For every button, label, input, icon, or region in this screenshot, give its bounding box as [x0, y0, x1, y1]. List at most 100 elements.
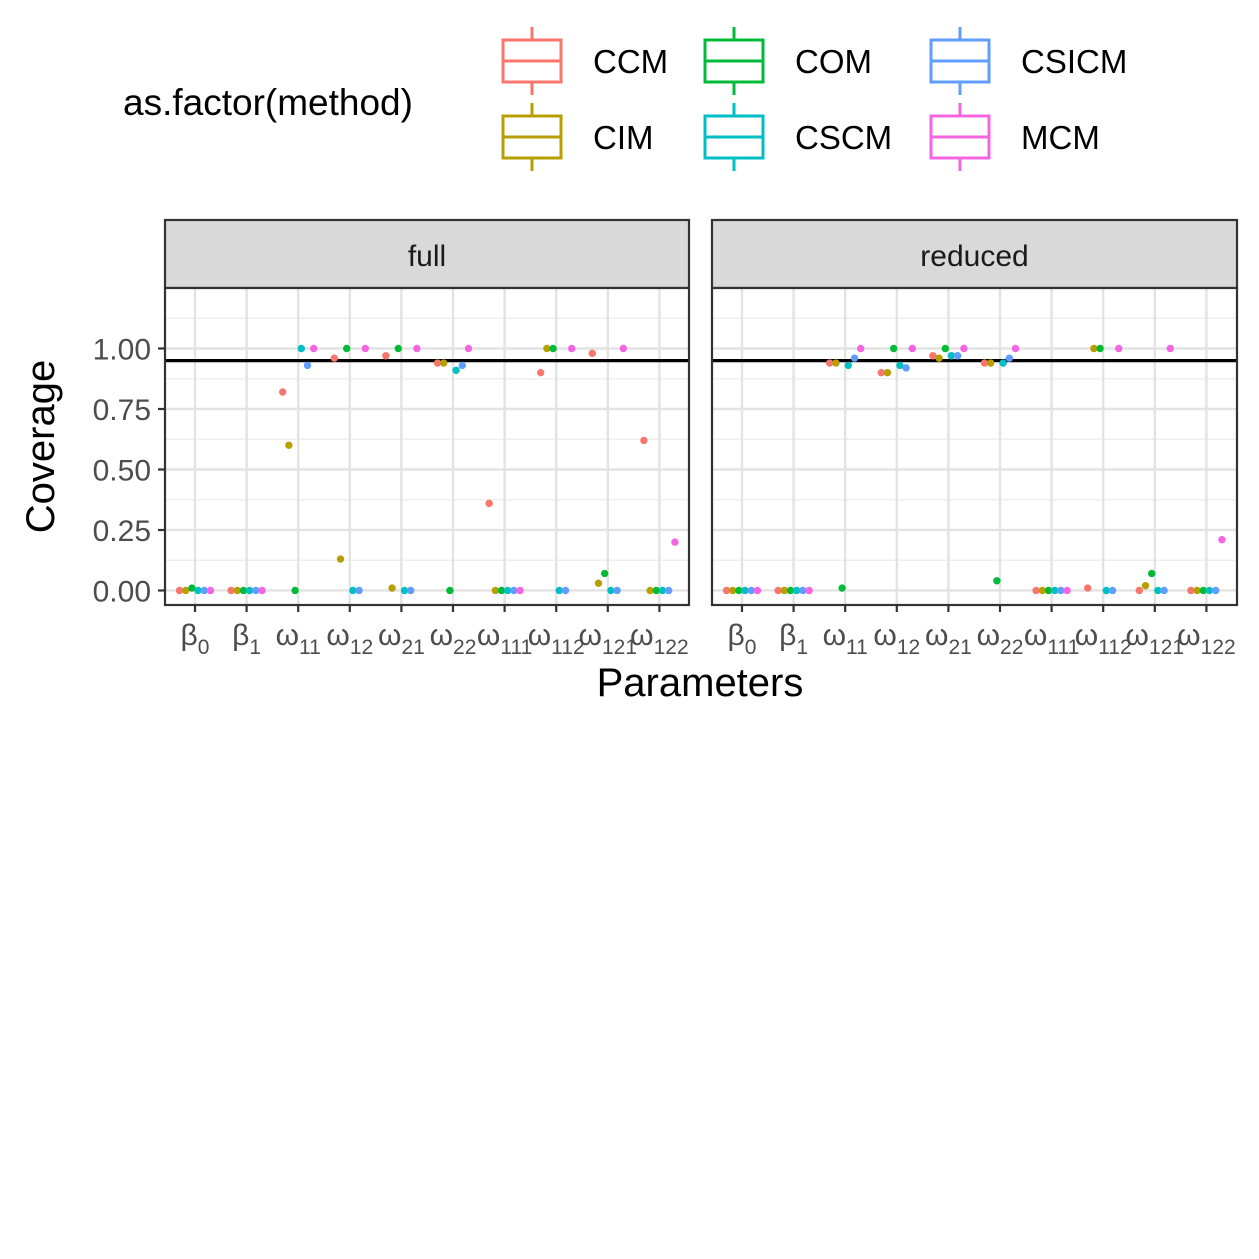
legend-key-com: COM	[703, 27, 872, 95]
point-com	[291, 586, 299, 595]
point-mcm	[413, 344, 421, 353]
point-ccm	[175, 586, 184, 595]
point-mcm	[1166, 344, 1175, 353]
point-cscm	[607, 586, 615, 595]
x-tick-label: ω22	[977, 619, 1024, 659]
facet-label: full	[408, 240, 446, 273]
point-com	[735, 586, 743, 595]
data-points	[722, 344, 1226, 595]
point-mcm	[1218, 535, 1226, 544]
point-csicm	[1212, 586, 1220, 595]
data-points	[175, 344, 679, 595]
point-cim	[594, 579, 603, 587]
point-com	[394, 344, 402, 353]
point-com	[497, 586, 506, 595]
point-ccm	[980, 359, 989, 367]
y-tick-label: 1.00	[93, 333, 151, 366]
point-cim	[491, 586, 499, 595]
point-csicm	[850, 354, 859, 362]
point-mcm	[568, 344, 576, 353]
x-tick-label: ω121	[579, 619, 637, 659]
point-csicm	[407, 586, 415, 595]
point-com	[188, 584, 196, 592]
legend-label: CSICM	[1021, 43, 1127, 80]
point-cim	[1090, 344, 1098, 353]
point-ccm	[1084, 584, 1092, 592]
point-mcm	[908, 344, 916, 353]
point-cscm	[400, 586, 409, 595]
legend-key-ccm: CCM	[501, 27, 668, 95]
x-tick-label: ω12	[326, 619, 373, 659]
y-tick-label: 0.75	[93, 394, 151, 427]
point-com	[1096, 344, 1104, 353]
legend-label: MCM	[1021, 119, 1100, 156]
point-csicm	[1005, 354, 1013, 362]
point-cscm	[1205, 586, 1214, 595]
y-axis: 0.00 0.25 0.50 0.75 1.00	[93, 333, 165, 608]
point-cim	[1141, 581, 1150, 590]
y-tick-label: 0.50	[93, 454, 151, 487]
y-tick-label: 0.00	[93, 575, 151, 608]
point-mcm	[619, 344, 627, 353]
point-ccm	[485, 499, 493, 508]
point-cscm	[297, 344, 305, 353]
x-tick-label: ω122	[1177, 619, 1235, 659]
facet-strip	[710, 218, 1239, 290]
point-csicm	[200, 586, 208, 595]
point-mcm	[206, 586, 215, 595]
point-ccm	[722, 586, 731, 595]
point-ccm	[1032, 586, 1040, 595]
point-csicm	[1160, 586, 1168, 595]
point-cscm	[452, 366, 460, 374]
point-cim	[780, 586, 788, 595]
x-tick-label: ω112	[528, 619, 585, 659]
point-csicm	[747, 586, 755, 595]
point-ccm	[877, 368, 885, 377]
point-cim	[883, 368, 892, 377]
x-tick-label: ω11	[823, 619, 868, 659]
grid	[712, 288, 1237, 605]
point-csicm	[1108, 586, 1117, 595]
point-cim	[543, 344, 551, 353]
legend-key-cscm: CSCM	[703, 103, 892, 171]
point-csicm	[613, 586, 621, 595]
point-cscm	[793, 586, 801, 595]
point-csicm	[902, 364, 910, 372]
point-ccm	[826, 359, 834, 367]
panel-background	[712, 288, 1237, 605]
point-cim	[987, 359, 995, 367]
panel-border	[163, 286, 691, 607]
legend-title: as.factor(method)	[123, 82, 413, 123]
point-com	[1199, 586, 1208, 595]
point-cscm	[349, 586, 357, 595]
point-com	[343, 344, 351, 353]
point-cim	[233, 586, 241, 595]
point-mcm	[1063, 586, 1071, 595]
point-cim	[182, 586, 190, 595]
facet-strip	[163, 218, 691, 290]
x-tick-label: ω121	[1126, 619, 1184, 659]
x-tick-label: ω111	[477, 619, 532, 659]
point-ccm	[279, 388, 287, 396]
point-com	[993, 577, 1001, 585]
point-ccm	[640, 436, 648, 445]
x-tick-label: β1	[232, 619, 261, 659]
grid	[165, 288, 689, 605]
point-cscm	[999, 359, 1007, 367]
x-axis-title: Parameters	[597, 661, 804, 705]
point-mcm	[258, 586, 266, 595]
point-com	[549, 344, 557, 353]
point-ccm	[1187, 586, 1195, 595]
point-com	[239, 586, 248, 595]
legend-label: CIM	[593, 119, 654, 156]
point-mcm	[857, 344, 865, 353]
point-cim	[440, 359, 448, 367]
point-com	[786, 586, 795, 595]
x-tick-label: ω12	[873, 619, 920, 659]
point-cscm	[1102, 586, 1111, 595]
x-tick-label: ω22	[430, 619, 477, 659]
